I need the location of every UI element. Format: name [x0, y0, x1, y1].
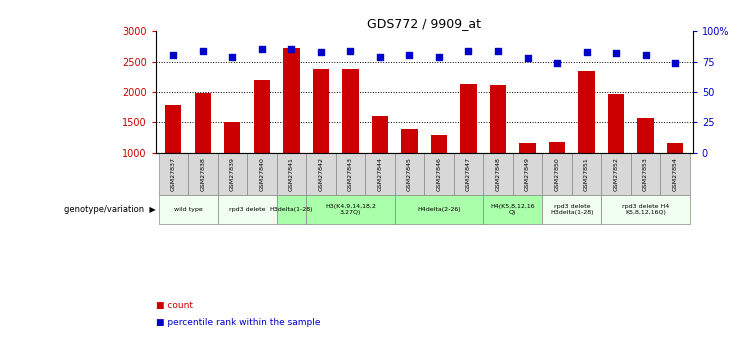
Bar	[519, 143, 536, 153]
Text: wild type: wild type	[173, 207, 202, 212]
Bar	[372, 116, 388, 153]
Bar	[336, 153, 365, 195]
Bar	[490, 85, 506, 153]
Point	[227, 54, 239, 59]
Point	[345, 48, 356, 53]
Point	[581, 49, 593, 55]
Text: GSM27843: GSM27843	[348, 157, 353, 191]
Bar	[431, 135, 447, 153]
Point	[639, 53, 651, 58]
Bar	[188, 153, 218, 195]
Bar	[165, 105, 182, 153]
Bar	[549, 142, 565, 153]
Point	[462, 48, 474, 53]
Bar	[667, 143, 683, 153]
Bar	[602, 153, 631, 195]
Point	[433, 54, 445, 59]
Bar	[159, 153, 188, 195]
Bar	[602, 195, 690, 224]
Bar	[306, 153, 336, 195]
Text: GSM27841: GSM27841	[289, 157, 294, 191]
Bar	[572, 153, 602, 195]
Bar	[637, 118, 654, 153]
Bar	[453, 153, 483, 195]
Text: rpd3 delete: rpd3 delete	[229, 207, 265, 212]
Bar	[631, 153, 660, 195]
Text: genotype/variation  ▶: genotype/variation ▶	[64, 205, 156, 214]
Bar	[513, 153, 542, 195]
Bar	[218, 153, 247, 195]
Bar	[542, 153, 572, 195]
Bar	[313, 69, 329, 153]
Point	[256, 47, 268, 52]
Point	[404, 53, 416, 58]
Text: GSM27840: GSM27840	[259, 157, 265, 191]
Text: GSM27854: GSM27854	[673, 157, 677, 191]
Bar	[460, 84, 476, 153]
Point	[285, 47, 297, 52]
Bar	[225, 122, 241, 153]
Bar	[306, 195, 395, 224]
Point	[197, 48, 209, 53]
Bar	[159, 195, 218, 224]
Bar	[608, 95, 624, 153]
Bar	[483, 153, 513, 195]
Text: GSM27852: GSM27852	[614, 157, 619, 191]
Text: ■ count: ■ count	[156, 301, 193, 310]
Text: GSM27839: GSM27839	[230, 157, 235, 191]
Bar	[218, 195, 276, 224]
Text: H4delta(2-26): H4delta(2-26)	[417, 207, 461, 212]
Bar	[395, 153, 424, 195]
Bar	[660, 153, 690, 195]
Bar	[579, 71, 595, 153]
Text: GSM27838: GSM27838	[200, 157, 205, 191]
Bar	[253, 80, 270, 153]
Text: H3(K4,9,14,18,2
3,27Q): H3(K4,9,14,18,2 3,27Q)	[325, 204, 376, 215]
Text: H3delta(1-28): H3delta(1-28)	[270, 207, 313, 212]
Text: GSM27847: GSM27847	[466, 157, 471, 191]
Bar	[424, 153, 453, 195]
Text: GSM27851: GSM27851	[584, 157, 589, 191]
Bar	[276, 195, 306, 224]
Text: GSM27842: GSM27842	[319, 157, 323, 191]
Text: GSM27837: GSM27837	[171, 157, 176, 191]
Point	[167, 53, 179, 58]
Text: GSM27845: GSM27845	[407, 157, 412, 191]
Bar	[195, 92, 211, 153]
Text: rpd3 delete
H3delta(1-28): rpd3 delete H3delta(1-28)	[550, 204, 594, 215]
Text: GSM27850: GSM27850	[554, 157, 559, 191]
Text: ■ percentile rank within the sample: ■ percentile rank within the sample	[156, 318, 320, 327]
Point	[522, 55, 534, 61]
Point	[374, 54, 386, 59]
Bar	[283, 48, 299, 153]
Bar	[402, 129, 418, 153]
Text: GSM27846: GSM27846	[436, 157, 442, 191]
Bar	[247, 153, 276, 195]
Text: GSM27844: GSM27844	[377, 157, 382, 191]
Point	[492, 48, 504, 53]
Text: GSM27853: GSM27853	[643, 157, 648, 191]
Bar	[542, 195, 602, 224]
Text: GSM27849: GSM27849	[525, 157, 530, 191]
Title: GDS772 / 9909_at: GDS772 / 9909_at	[368, 17, 481, 30]
Text: rpd3 delete H4
K5,8,12,16Q): rpd3 delete H4 K5,8,12,16Q)	[622, 204, 669, 215]
Point	[669, 60, 681, 66]
Bar	[483, 195, 542, 224]
Bar	[395, 195, 483, 224]
Point	[551, 60, 563, 66]
Point	[315, 49, 327, 55]
Bar	[276, 153, 306, 195]
Text: GSM27848: GSM27848	[496, 157, 500, 191]
Bar	[365, 153, 395, 195]
Text: H4(K5,8,12,16
Q): H4(K5,8,12,16 Q)	[491, 204, 535, 215]
Point	[610, 50, 622, 56]
Bar	[342, 69, 359, 153]
